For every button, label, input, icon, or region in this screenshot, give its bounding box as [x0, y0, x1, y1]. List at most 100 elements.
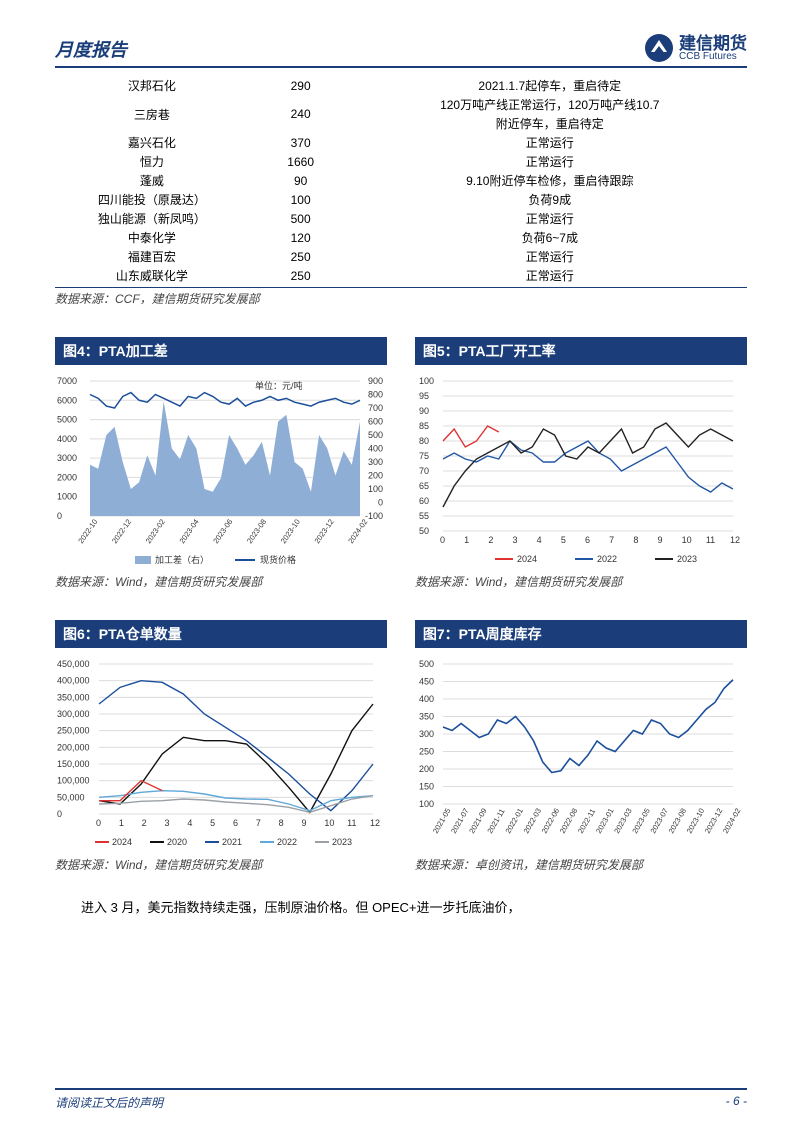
svg-text:2024-02: 2024-02	[721, 807, 743, 835]
svg-text:50: 50	[419, 526, 429, 536]
svg-text:500: 500	[368, 430, 383, 440]
svg-text:0: 0	[378, 498, 383, 508]
table-source: 数据来源：CCF，建信期货研究发展部	[55, 287, 747, 307]
logo: 建信期货 CCB Futures	[645, 34, 747, 62]
svg-text:350: 350	[419, 712, 434, 722]
svg-text:100: 100	[368, 484, 383, 494]
svg-text:2023-02: 2023-02	[144, 517, 167, 545]
svg-text:2022: 2022	[277, 837, 297, 847]
table-row: 恒力1660正常运行	[55, 152, 747, 171]
svg-text:600: 600	[368, 417, 383, 427]
svg-text:8: 8	[633, 535, 638, 545]
svg-text:85: 85	[419, 421, 429, 431]
chart-7: 图7：PTA周度库存 50045040035030025020015010020…	[415, 620, 747, 873]
body-paragraph: 进入 3 月，美元指数持续走强，压制原油价格。但 OPEC+进一步托底油价，	[55, 897, 747, 919]
svg-text:200: 200	[368, 471, 383, 481]
svg-text:100: 100	[419, 799, 434, 809]
svg-text:9: 9	[657, 535, 662, 545]
svg-text:500: 500	[419, 659, 434, 669]
svg-text:3000: 3000	[57, 453, 77, 463]
svg-text:50,000: 50,000	[57, 792, 85, 802]
svg-text:200: 200	[419, 764, 434, 774]
svg-text:2023-08: 2023-08	[245, 517, 268, 545]
svg-text:80: 80	[419, 436, 429, 446]
svg-text:400: 400	[368, 444, 383, 454]
chart-4-source: 数据来源：Wind，建信期货研究发展部	[55, 573, 387, 590]
svg-text:60: 60	[419, 496, 429, 506]
svg-text:0: 0	[57, 511, 62, 521]
svg-text:加工差（右）: 加工差（右）	[155, 554, 209, 565]
page-title: 月度报告	[55, 36, 127, 62]
svg-text:1: 1	[119, 818, 124, 828]
svg-text:9: 9	[302, 818, 307, 828]
svg-text:6: 6	[233, 818, 238, 828]
svg-text:7: 7	[609, 535, 614, 545]
chart-5: 图5：PTA工厂开工率 1009590858075706560555001234…	[415, 337, 747, 590]
svg-text:8: 8	[279, 818, 284, 828]
svg-text:300: 300	[419, 729, 434, 739]
svg-text:900: 900	[368, 376, 383, 386]
svg-text:2021: 2021	[222, 837, 242, 847]
svg-text:800: 800	[368, 390, 383, 400]
svg-text:250,000: 250,000	[57, 726, 90, 736]
svg-text:95: 95	[419, 391, 429, 401]
table-row: 蓬威909.10附近停车检修，重启待跟踪	[55, 171, 747, 190]
svg-text:1: 1	[464, 535, 469, 545]
svg-text:2: 2	[488, 535, 493, 545]
svg-text:300: 300	[368, 457, 383, 467]
capacity-table: 汉邦石化2902021.1.7起停车，重启待定三房巷240120万吨产线正常运行…	[55, 76, 747, 285]
svg-text:150,000: 150,000	[57, 759, 90, 769]
svg-text:400: 400	[419, 694, 434, 704]
svg-text:4: 4	[187, 818, 192, 828]
table-row: 四川能投（原晟达）100负荷9成	[55, 190, 747, 209]
svg-text:100: 100	[419, 376, 434, 386]
chart-6-title: 图6：PTA仓单数量	[55, 620, 387, 648]
page-header: 月度报告 建信期货 CCB Futures	[55, 34, 747, 68]
footer-disclaimer: 请阅读正文后的声明	[55, 1094, 163, 1111]
svg-text:6: 6	[585, 535, 590, 545]
table-row: 汉邦石化2902021.1.7起停车，重启待定	[55, 76, 747, 95]
chart-7-title: 图7：PTA周度库存	[415, 620, 747, 648]
svg-text:12: 12	[730, 535, 740, 545]
svg-text:0: 0	[96, 818, 101, 828]
page-number: - 6 -	[726, 1094, 747, 1111]
svg-text:2023: 2023	[332, 837, 352, 847]
svg-text:250: 250	[419, 747, 434, 757]
svg-text:90: 90	[419, 406, 429, 416]
logo-text-cn: 建信期货	[679, 35, 747, 52]
svg-text:2020: 2020	[167, 837, 187, 847]
svg-text:12: 12	[370, 818, 380, 828]
svg-text:-100: -100	[365, 511, 383, 521]
svg-text:7: 7	[256, 818, 261, 828]
chart-4-title: 图4：PTA加工差	[55, 337, 387, 365]
svg-text:7000: 7000	[57, 376, 77, 386]
svg-text:2: 2	[142, 818, 147, 828]
svg-text:6000: 6000	[57, 395, 77, 405]
svg-text:2023-06: 2023-06	[211, 517, 234, 545]
svg-text:65: 65	[419, 481, 429, 491]
svg-text:2023-04: 2023-04	[178, 517, 201, 545]
logo-icon	[645, 34, 673, 62]
svg-text:450,000: 450,000	[57, 659, 90, 669]
svg-text:10: 10	[324, 818, 334, 828]
svg-text:2022-12: 2022-12	[110, 517, 133, 545]
svg-text:2000: 2000	[57, 472, 77, 482]
svg-text:2023: 2023	[677, 554, 697, 564]
svg-text:5: 5	[210, 818, 215, 828]
chart-7-source: 数据来源：卓创资讯，建信期货研究发展部	[415, 856, 747, 873]
svg-text:2024: 2024	[517, 554, 537, 564]
svg-text:55: 55	[419, 511, 429, 521]
svg-text:3: 3	[165, 818, 170, 828]
page-footer: 请阅读正文后的声明 - 6 -	[55, 1088, 747, 1111]
svg-text:2024: 2024	[112, 837, 132, 847]
svg-text:700: 700	[368, 403, 383, 413]
table-row: 三房巷240120万吨产线正常运行，120万吨产线10.7	[55, 95, 747, 114]
svg-text:10: 10	[682, 535, 692, 545]
svg-text:400,000: 400,000	[57, 676, 90, 686]
chart-5-title: 图5：PTA工厂开工率	[415, 337, 747, 365]
svg-text:5000: 5000	[57, 415, 77, 425]
logo-text-en: CCB Futures	[679, 52, 747, 62]
svg-text:2023-12: 2023-12	[313, 517, 336, 545]
chart-6: 图6：PTA仓单数量 450,000400,000350,000300,0002…	[55, 620, 387, 873]
table-row: 山东威联化学250正常运行	[55, 266, 747, 285]
